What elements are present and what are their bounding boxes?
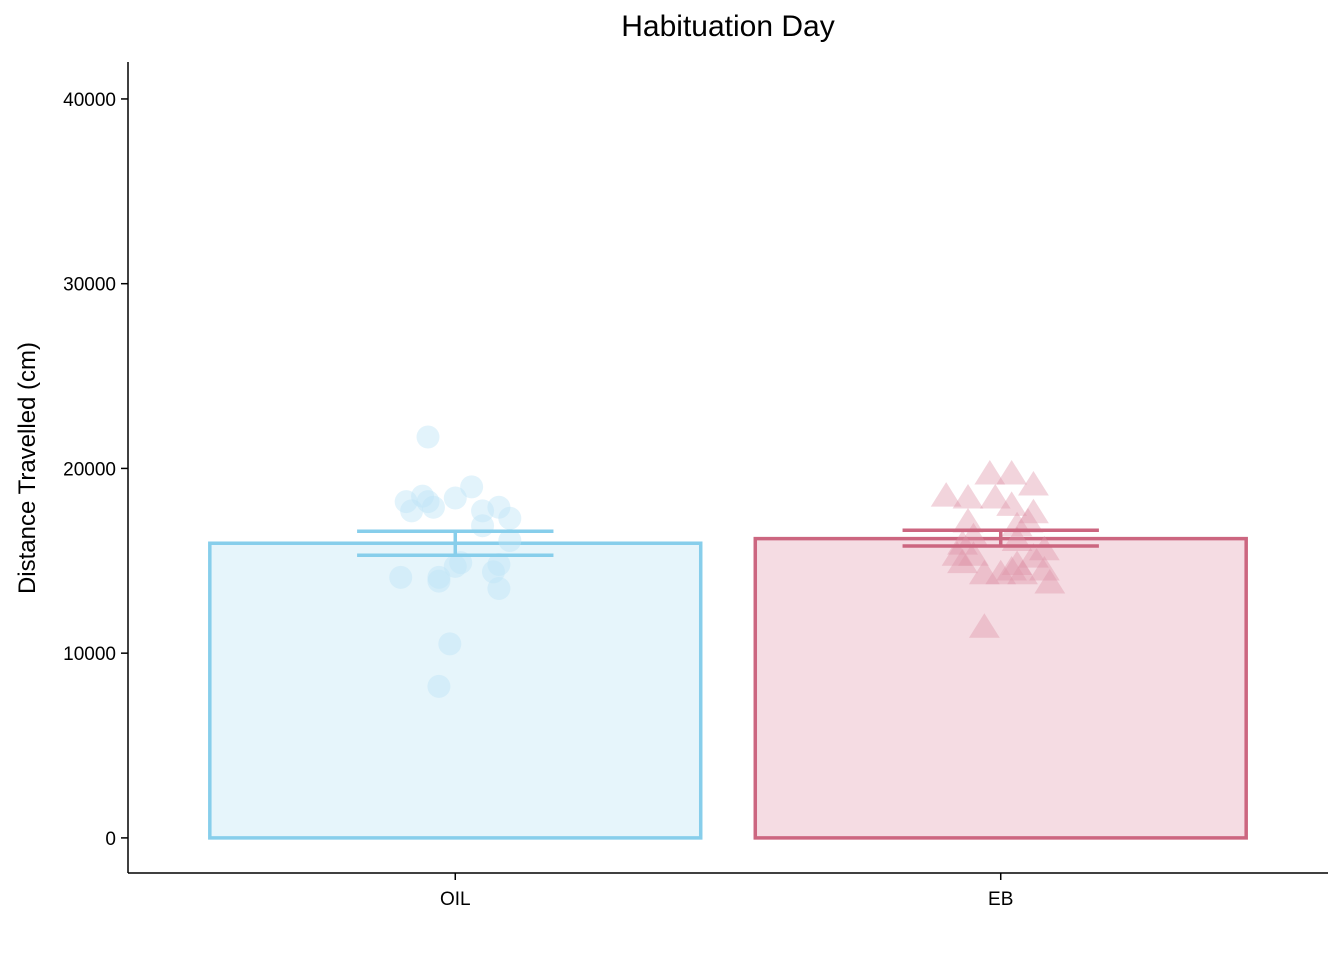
y-tick-label: 0 xyxy=(105,829,116,850)
data-point-oil xyxy=(498,506,522,530)
data-point-eb xyxy=(1018,498,1049,524)
data-point-oil xyxy=(411,484,435,508)
data-point-oil xyxy=(389,565,413,589)
data-point-eb xyxy=(958,522,989,548)
data-point-eb xyxy=(979,483,1011,509)
data-point-eb xyxy=(996,491,1028,516)
data-point-eb xyxy=(958,541,989,566)
data-point-oil xyxy=(487,577,511,601)
data-point-eb xyxy=(968,613,1000,638)
data-point-eb xyxy=(974,459,1006,485)
data-point-eb xyxy=(985,559,1017,585)
data-point-eb xyxy=(1018,543,1049,568)
data-point-oil xyxy=(438,632,462,656)
data-point-oil xyxy=(460,475,484,499)
data-point-oil xyxy=(487,552,511,576)
data-point-eb xyxy=(952,483,984,509)
data-point-oil xyxy=(427,565,451,589)
data-point-oil xyxy=(481,560,505,584)
data-point-eb xyxy=(1007,559,1038,585)
data-point-oil xyxy=(487,495,511,519)
y-tick-label: 30000 xyxy=(63,275,116,296)
data-point-eb xyxy=(1001,550,1033,575)
data-point-eb xyxy=(941,541,973,566)
data-point-oil xyxy=(421,495,445,519)
data-point-oil xyxy=(498,528,522,552)
data-point-eb xyxy=(1028,535,1060,561)
data-point-eb xyxy=(996,556,1028,581)
data-point-eb xyxy=(968,559,1000,585)
data-point-eb xyxy=(1018,471,1049,496)
chart-title: Habituation Day xyxy=(621,10,835,43)
bar-oil xyxy=(208,541,703,840)
data-point-oil xyxy=(471,499,495,523)
data-point-eb xyxy=(930,482,962,507)
data-point-eb xyxy=(1028,556,1060,581)
data-point-oil xyxy=(416,425,440,449)
data-point-eb xyxy=(1034,568,1066,594)
data-point-eb xyxy=(996,459,1028,485)
y-tick-label: 20000 xyxy=(63,459,116,480)
data-point-eb xyxy=(947,530,978,555)
data-point-oil xyxy=(443,486,467,510)
y-tick-label: 40000 xyxy=(63,90,116,111)
data-point-oil xyxy=(471,514,495,538)
data-point-eb xyxy=(1012,507,1044,533)
data-point-oil xyxy=(427,674,451,698)
data-point-oil xyxy=(394,490,418,514)
bar-eb xyxy=(753,536,1248,840)
x-tick-label: OIL xyxy=(440,889,471,910)
data-point-oil xyxy=(443,554,467,578)
data-point-oil xyxy=(416,490,440,514)
data-point-oil xyxy=(427,569,451,593)
data-point-oil xyxy=(400,499,424,523)
data-point-eb xyxy=(947,548,978,574)
x-tick-label: EB xyxy=(988,889,1013,910)
y-tick-label: 10000 xyxy=(63,644,116,665)
data-point-eb xyxy=(952,507,984,533)
